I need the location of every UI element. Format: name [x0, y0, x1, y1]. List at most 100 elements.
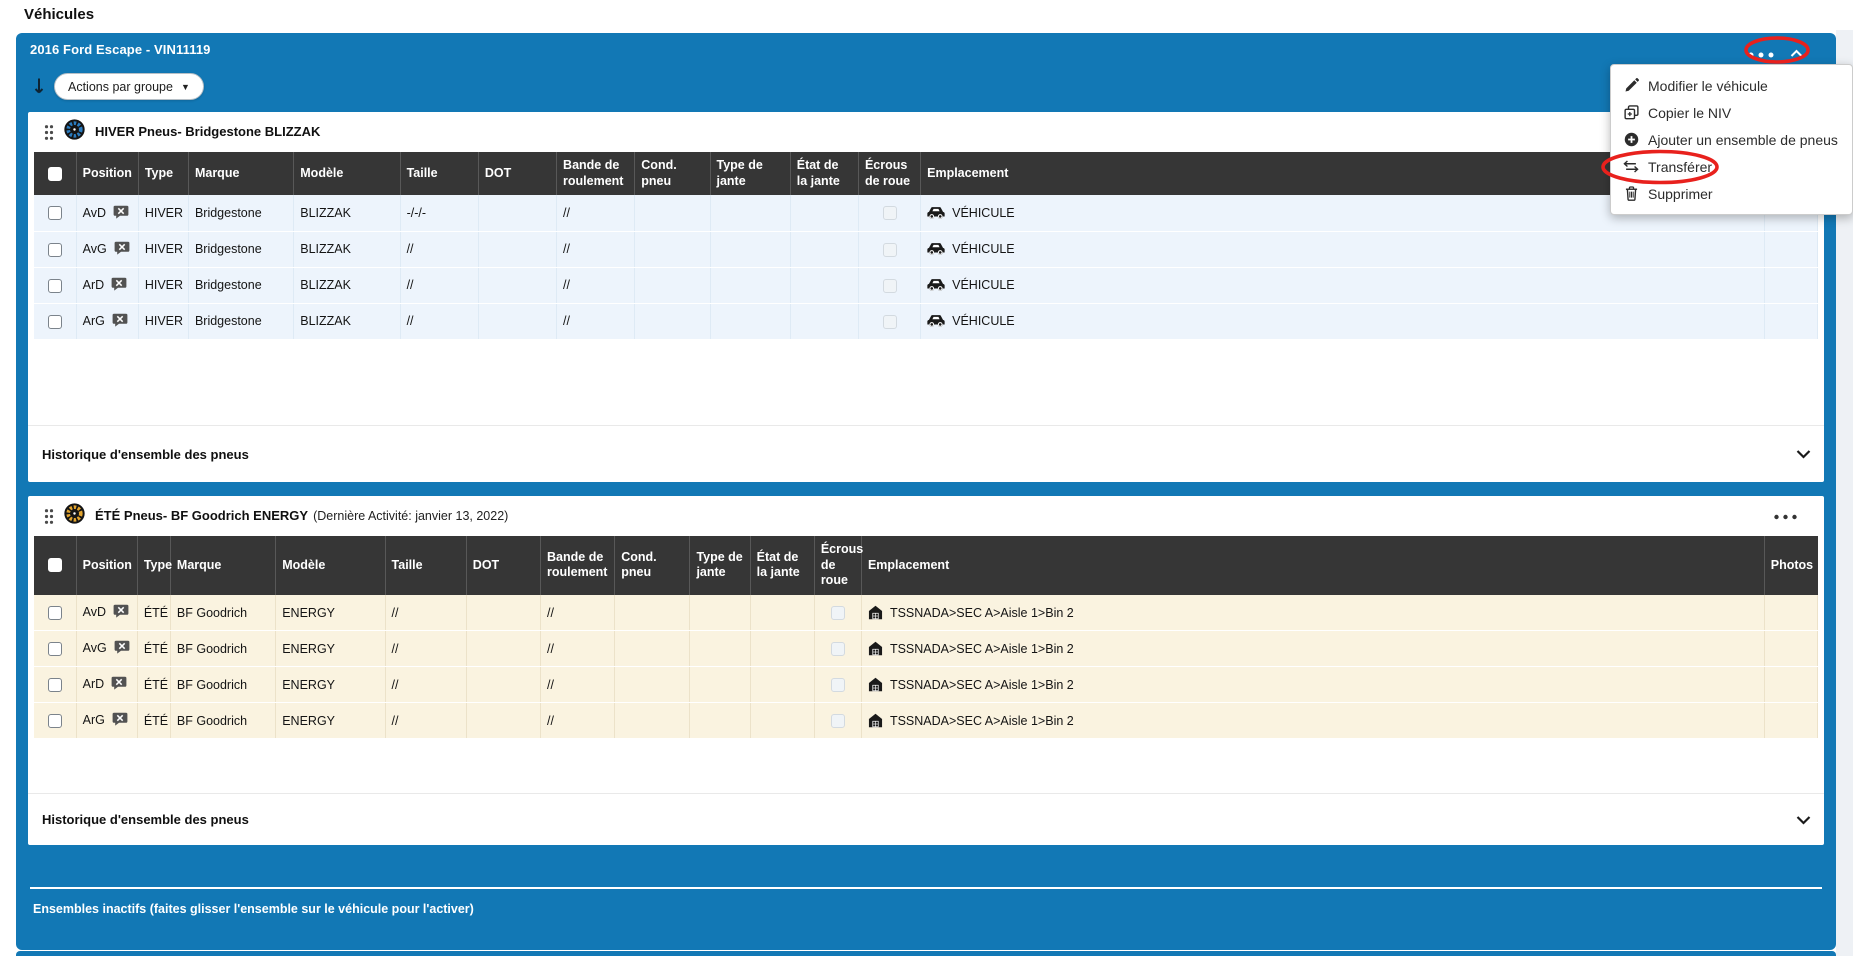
menu-item-modifier-le-vehicule[interactable]: Modifier le véhicule — [1611, 72, 1852, 99]
drag-handle-icon[interactable] — [44, 508, 54, 525]
cell-etat_jante — [750, 702, 815, 740]
car-icon — [927, 206, 945, 220]
drag-handle-icon[interactable] — [44, 124, 54, 141]
cell-type: HIVER — [138, 195, 189, 232]
cell-ecrous — [814, 702, 862, 740]
cell-dot — [466, 666, 542, 704]
cell-emplacement: TSSNADA>SEC A>Aisle 1>Bin 2 — [861, 630, 1765, 668]
cell-ecrous — [814, 594, 862, 632]
cell-type: HIVER — [138, 303, 189, 340]
cell-bande: // — [556, 231, 636, 268]
table-row: ArD HIVER Bridgestone BLIZZAK////VÉHICULE — [34, 267, 1819, 304]
chevron-down-icon — [1796, 449, 1811, 459]
cell-photos — [1764, 630, 1819, 668]
warehouse-icon — [868, 605, 883, 620]
cell-taille: // — [400, 231, 479, 268]
tire-set-menu-button[interactable] — [1773, 507, 1798, 525]
cell-modele: BLIZZAK — [293, 267, 401, 304]
dropdown-caret-icon: ▼ — [180, 81, 190, 92]
row-checkbox[interactable] — [47, 314, 62, 329]
cell-photos — [1764, 594, 1819, 632]
cell-select — [34, 594, 77, 632]
row-checkbox[interactable] — [47, 678, 62, 693]
cell-position: ArD — [76, 267, 139, 304]
cell-bande: // — [540, 594, 616, 632]
cell-marque: Bridgestone — [188, 267, 295, 304]
cell-dot — [478, 267, 558, 304]
set-title: HIVER Pneus- Bridgestone BLIZZAK — [95, 124, 321, 139]
row-checkbox[interactable] — [47, 242, 62, 257]
column-header: Cond. pneu — [614, 536, 691, 595]
collapse-panel-button[interactable] — [1790, 45, 1803, 63]
select-all-checkbox[interactable] — [47, 166, 62, 181]
cell-dot — [466, 702, 542, 740]
chevron-down-icon — [1796, 815, 1811, 825]
cell-position: AvD — [76, 195, 139, 232]
column-header-select — [34, 152, 77, 196]
cell-modele: BLIZZAK — [293, 195, 401, 232]
vehicle-menu-button[interactable] — [1747, 45, 1775, 63]
cell-ecrous — [858, 267, 922, 304]
cell-etat_jante — [790, 267, 859, 304]
menu-item-ajouter-un-ensemble-de-pneus[interactable]: Ajouter un ensemble de pneus — [1611, 126, 1852, 153]
tire-set-history-toggle[interactable]: Historique d'ensemble des pneus — [28, 793, 1824, 845]
cell-bande: // — [556, 303, 636, 340]
cell-ecrous — [858, 303, 922, 340]
row-checkbox[interactable] — [47, 278, 62, 293]
wheel-nuts-checkbox — [830, 714, 845, 729]
row-checkbox[interactable] — [47, 714, 62, 729]
cell-select — [34, 666, 77, 704]
cell-cond — [614, 666, 691, 704]
position-note-icon[interactable] — [113, 205, 129, 222]
cell-marque: Bridgestone — [188, 195, 295, 232]
cell-cond — [634, 231, 711, 268]
column-header: Emplacement — [861, 536, 1765, 595]
wheel-nuts-checkbox — [882, 314, 897, 329]
warehouse-icon — [868, 641, 883, 656]
position-note-icon[interactable] — [114, 640, 130, 657]
menu-item-copier-le-niv[interactable]: Copier le NIV — [1611, 99, 1852, 126]
vehicle-panel: 2016 Ford Escape - VIN11119 Actions par … — [16, 33, 1836, 950]
tire-set-history-toggle[interactable]: Historique d'ensemble des pneus — [28, 425, 1824, 482]
position-note-icon[interactable] — [114, 241, 130, 258]
table-row: ArG HIVER Bridgestone BLIZZAK////VÉHICULE — [34, 303, 1819, 340]
table-row: AvG ÉTÉ BF Goodrich ENERGY////TSSNADA>SEC A… — [34, 630, 1819, 668]
cell-modele: ENERGY — [275, 702, 386, 740]
panel-divider — [30, 887, 1822, 889]
cell-type: ÉTÉ — [137, 594, 171, 632]
row-checkbox[interactable] — [47, 642, 62, 657]
group-actions-button[interactable]: Actions par groupe ▼ — [54, 73, 204, 100]
cell-photos — [1764, 267, 1819, 304]
cell-modele: ENERGY — [275, 666, 386, 704]
cell-type_jante — [689, 666, 751, 704]
sort-descending-icon[interactable] — [33, 77, 45, 96]
cell-emplacement: TSSNADA>SEC A>Aisle 1>Bin 2 — [861, 666, 1765, 704]
cell-ecrous — [858, 195, 922, 232]
cell-marque: Bridgestone — [188, 231, 295, 268]
position-note-icon[interactable] — [111, 676, 127, 693]
menu-item-supprimer[interactable]: Supprimer — [1611, 180, 1852, 207]
winter-tire-table: Position Type Marque Modèle Taille DOT Bande d… — [34, 152, 1819, 340]
cell-select — [34, 231, 77, 268]
row-checkbox[interactable] — [47, 206, 62, 221]
warehouse-icon — [868, 713, 883, 728]
position-note-icon[interactable] — [112, 712, 128, 729]
position-note-icon[interactable] — [111, 277, 127, 294]
row-checkbox[interactable] — [47, 605, 62, 620]
cell-emplacement: TSSNADA>SEC A>Aisle 1>Bin 2 — [861, 702, 1765, 740]
cell-type: HIVER — [138, 231, 189, 268]
cell-modele: BLIZZAK — [293, 303, 401, 340]
table-row: ArD ÉTÉ BF Goodrich ENERGY////TSSNADA>SEC A… — [34, 666, 1819, 704]
cell-bande: // — [556, 195, 636, 232]
cell-taille: // — [385, 702, 467, 740]
position-note-icon[interactable] — [112, 313, 128, 330]
cell-etat_jante — [790, 195, 859, 232]
cell-cond — [614, 630, 691, 668]
position-note-icon[interactable] — [113, 604, 129, 621]
cell-taille: // — [400, 267, 479, 304]
column-header: Type de jante — [689, 536, 751, 595]
vehicle-context-menu: Modifier le véhicule Copier le NIV Ajouter… — [1610, 64, 1853, 215]
select-all-checkbox[interactable] — [47, 558, 62, 573]
menu-item-transferer[interactable]: Transférer — [1611, 153, 1852, 180]
cell-marque: BF Goodrich — [170, 702, 277, 740]
